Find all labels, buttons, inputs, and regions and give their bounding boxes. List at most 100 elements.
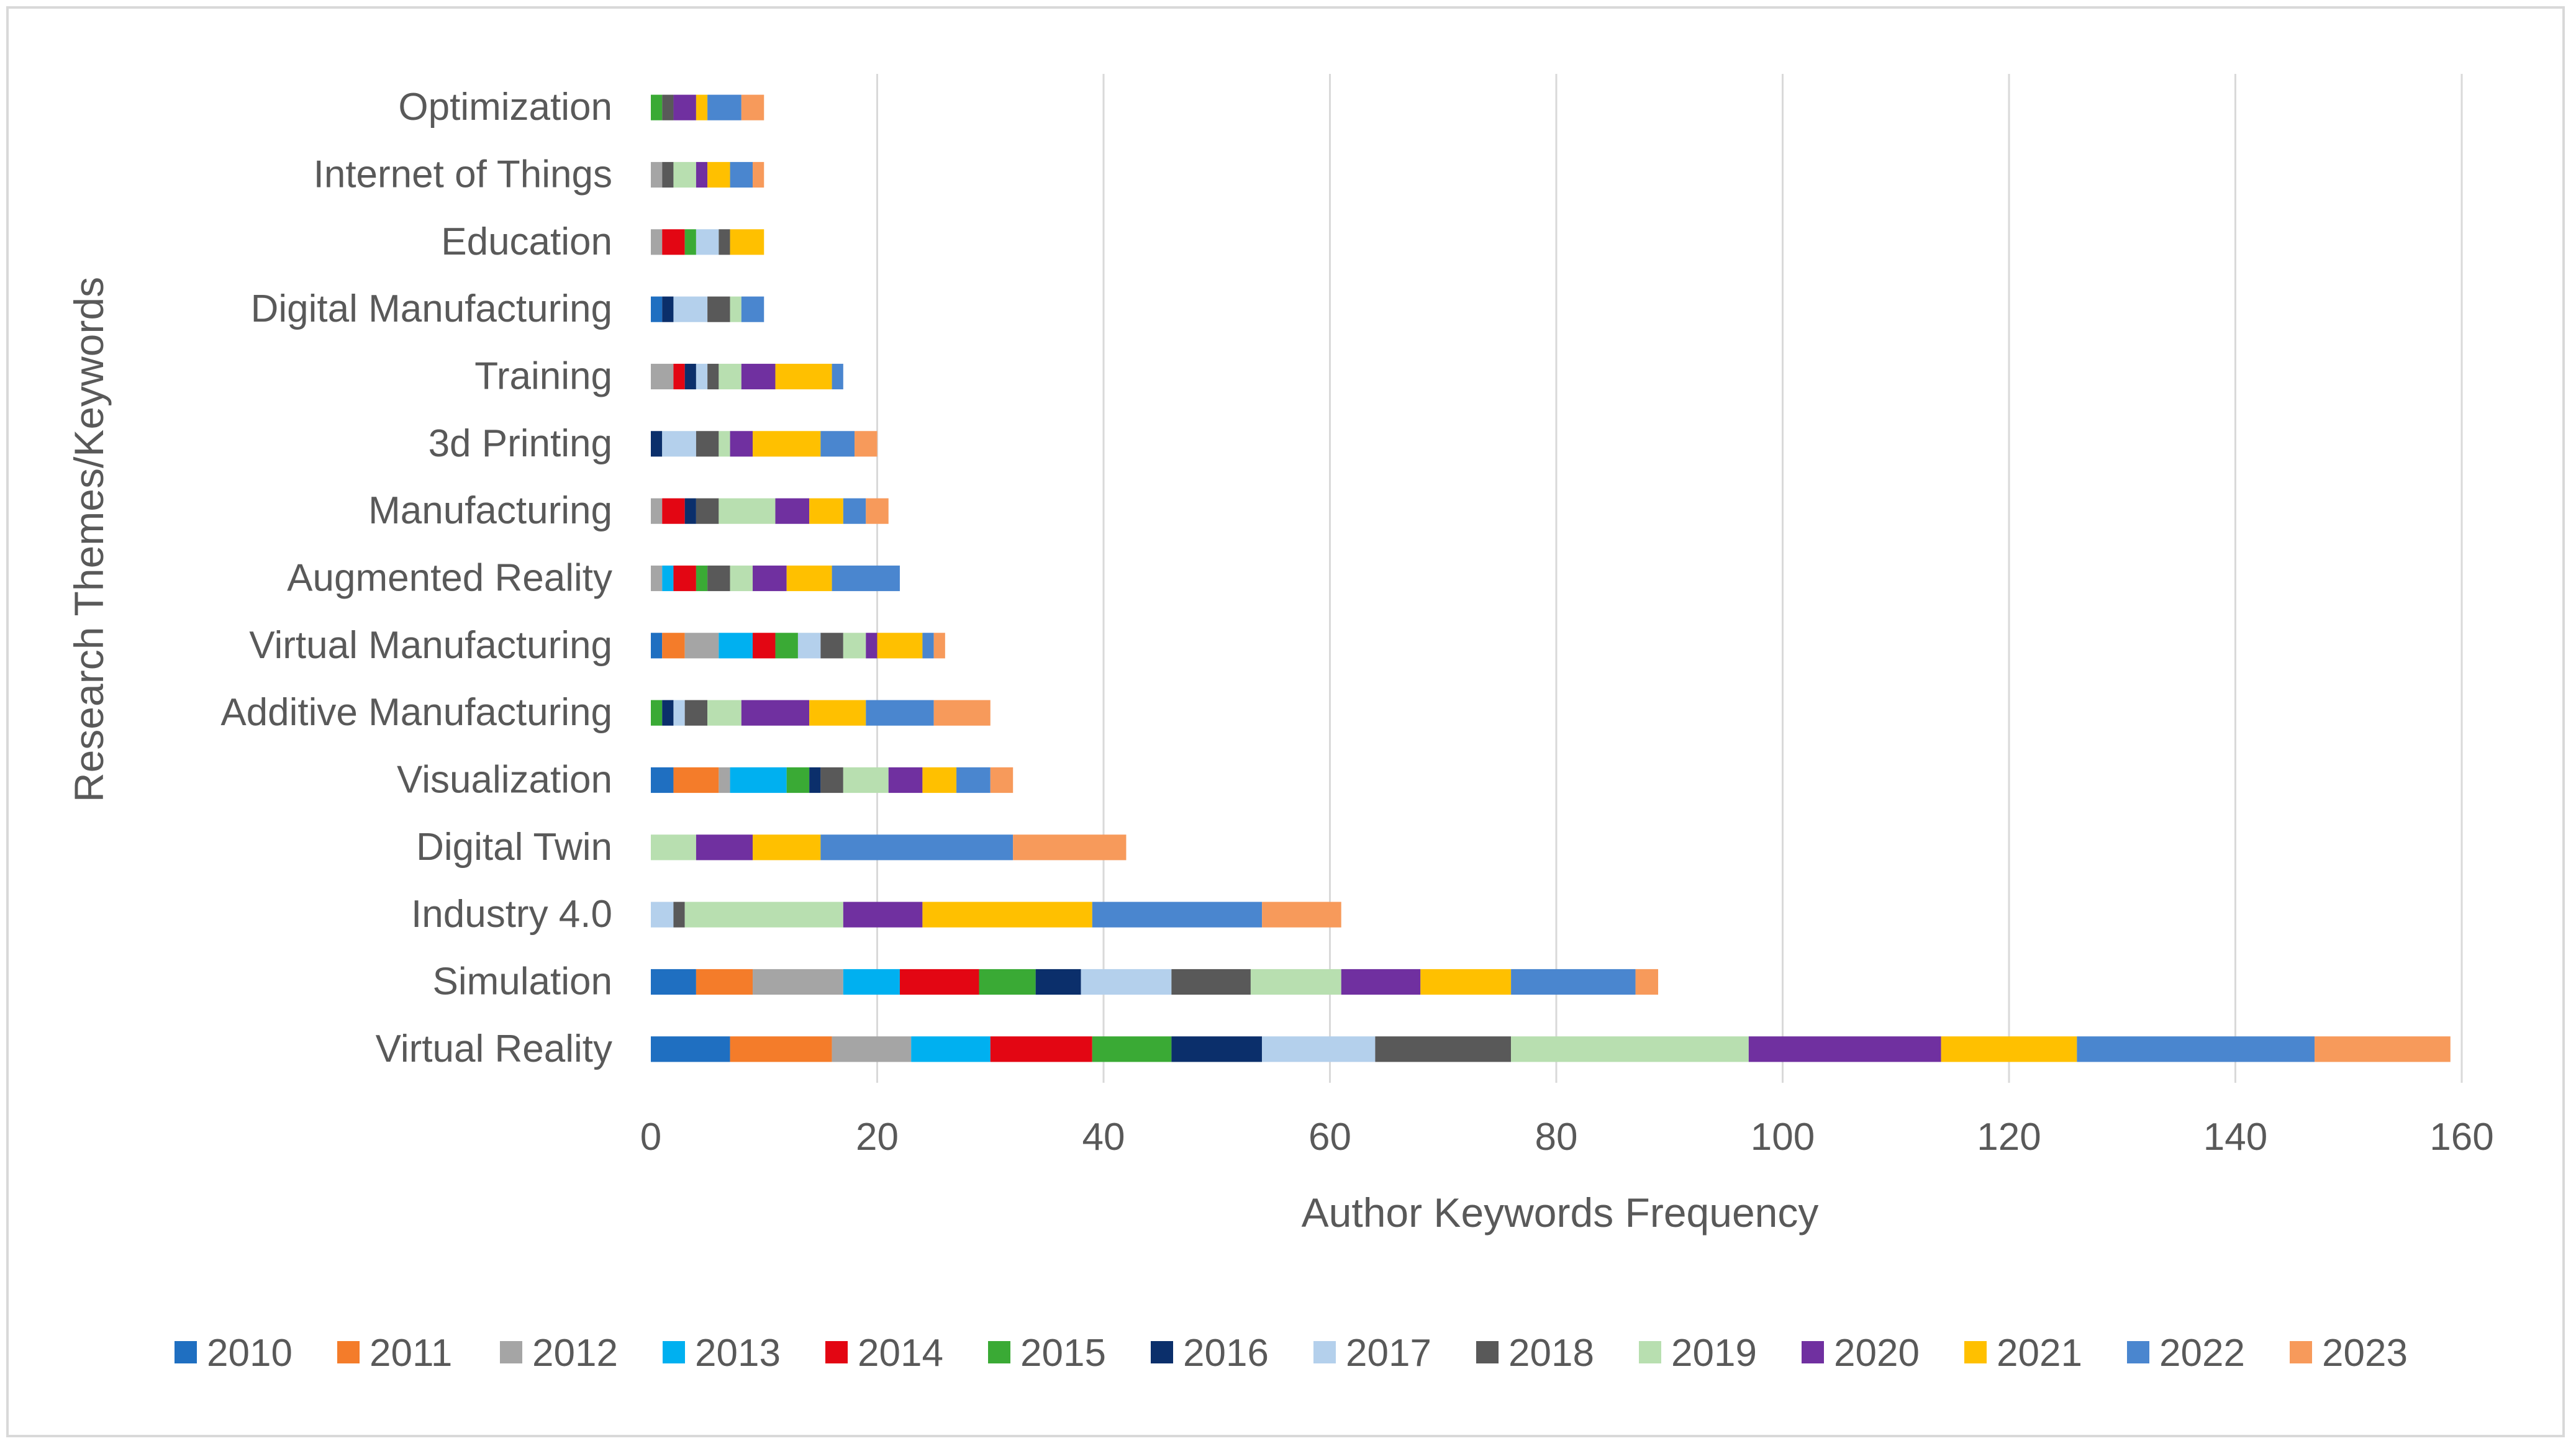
legend-label: 2021 <box>1997 1332 2082 1375</box>
legend-label: 2019 <box>1671 1332 1757 1375</box>
legend-label: 2013 <box>695 1332 781 1375</box>
bar-segment <box>2077 1036 2315 1062</box>
bar-segment <box>1171 969 1251 995</box>
bar-segment <box>696 969 753 995</box>
bar-segment <box>1250 969 1341 995</box>
bar-segment <box>741 296 764 322</box>
bar-segment <box>662 94 674 120</box>
category-label: Simulation <box>433 960 612 1003</box>
bar-segment <box>651 901 674 928</box>
bar-segment <box>809 767 821 793</box>
bar-segment <box>684 633 719 659</box>
category-label: Augmented Reality <box>287 557 612 600</box>
legend-swatch <box>1802 1341 1824 1363</box>
bar-segment <box>899 969 979 995</box>
bar-segment <box>673 363 685 390</box>
bar-segment <box>719 229 730 255</box>
bar-segment <box>707 700 742 726</box>
bar-segment <box>820 431 855 457</box>
bar-segment <box>651 431 663 457</box>
bar-segment <box>1375 1036 1512 1062</box>
bar-segment <box>673 565 696 592</box>
bar-segment <box>684 363 696 390</box>
legend-label: 2011 <box>370 1332 452 1375</box>
bar-segment <box>775 633 798 659</box>
bar-segment <box>1511 1036 1749 1062</box>
bar-segment <box>1092 901 1263 928</box>
bar-segment <box>933 633 945 659</box>
x-axis-title: Author Keywords Frequency <box>1302 1190 1819 1236</box>
bar-segment <box>673 94 696 120</box>
bar-segment <box>832 1036 912 1062</box>
bar-segment <box>1092 1036 1172 1062</box>
stacked-bar-chart: Virtual Reality Simulation Industry 4.0 Dig… <box>66 74 2494 1375</box>
bar-segment <box>696 565 708 592</box>
bar-segment <box>843 901 923 928</box>
category-labels: Virtual Reality Simulation Industry 4.0 Dig… <box>220 86 612 1070</box>
bar-segment <box>1748 1036 1941 1062</box>
legend-label: 2016 <box>1183 1332 1269 1375</box>
legend-swatch <box>2127 1341 2149 1363</box>
bar-segment <box>820 633 843 659</box>
category-label: Education <box>441 220 612 263</box>
bar-segment <box>843 969 900 995</box>
bar-segment <box>832 565 900 592</box>
legend-swatch <box>1151 1341 1173 1363</box>
category-label: 3d Printing <box>429 422 612 465</box>
bar-segment <box>786 565 832 592</box>
bar-segment <box>662 633 685 659</box>
bar-segment <box>933 700 991 726</box>
bar-segment <box>651 565 663 592</box>
bar-segment <box>922 767 957 793</box>
bar-segment <box>832 363 843 390</box>
bar-segment <box>684 498 696 524</box>
bar-segment <box>877 633 923 659</box>
bar-segment <box>696 834 753 861</box>
bar-segment <box>1081 969 1172 995</box>
bar-segment <box>651 94 663 120</box>
chart-frame: Virtual Reality Simulation Industry 4.0 Dig… <box>6 6 2565 1437</box>
bar-segment <box>719 498 776 524</box>
x-tick-label: 140 <box>2203 1116 2267 1159</box>
category-label: Training <box>474 355 612 398</box>
bar-segment <box>662 296 674 322</box>
bar-segment <box>741 363 776 390</box>
bar-segment <box>741 94 764 120</box>
category-label: Internet of Things <box>314 153 612 196</box>
legend-label: 2015 <box>1020 1332 1106 1375</box>
bar-segment <box>990 767 1014 793</box>
bar-segment <box>673 767 719 793</box>
bar-segment <box>1262 1036 1376 1062</box>
bar-segment <box>843 633 866 659</box>
bar-segment <box>775 363 832 390</box>
bar-segment <box>651 498 663 524</box>
x-tick-label: 100 <box>1751 1116 1815 1159</box>
bar-segment <box>662 565 674 592</box>
bar-segment <box>662 498 685 524</box>
bar-segment <box>673 296 708 322</box>
category-label: Virtual Reality <box>376 1028 612 1070</box>
x-tick-label: 0 <box>640 1116 661 1159</box>
x-tick-label: 60 <box>1308 1116 1351 1159</box>
bar-segment <box>753 834 821 861</box>
bar-segment <box>651 834 696 861</box>
bar-segment <box>719 767 730 793</box>
legend-swatch <box>337 1341 360 1363</box>
bar-segment <box>730 431 753 457</box>
bar-segment <box>786 767 810 793</box>
bar-segment <box>651 296 663 322</box>
bar-segment <box>707 94 742 120</box>
bar-segment <box>696 94 708 120</box>
legend-label: 2020 <box>1834 1332 1920 1375</box>
bar-segment <box>1941 1036 2077 1062</box>
bar-segment <box>1171 1036 1263 1062</box>
bar-segment <box>1635 969 1659 995</box>
bar-segment <box>719 431 730 457</box>
x-tick-label: 20 <box>856 1116 899 1159</box>
bar-segment <box>753 633 776 659</box>
legend-swatch <box>175 1341 197 1363</box>
legend-label: 2022 <box>2159 1332 2245 1375</box>
x-tick-label: 160 <box>2429 1116 2493 1159</box>
bar-segment <box>673 161 696 188</box>
bar-segment <box>888 767 923 793</box>
